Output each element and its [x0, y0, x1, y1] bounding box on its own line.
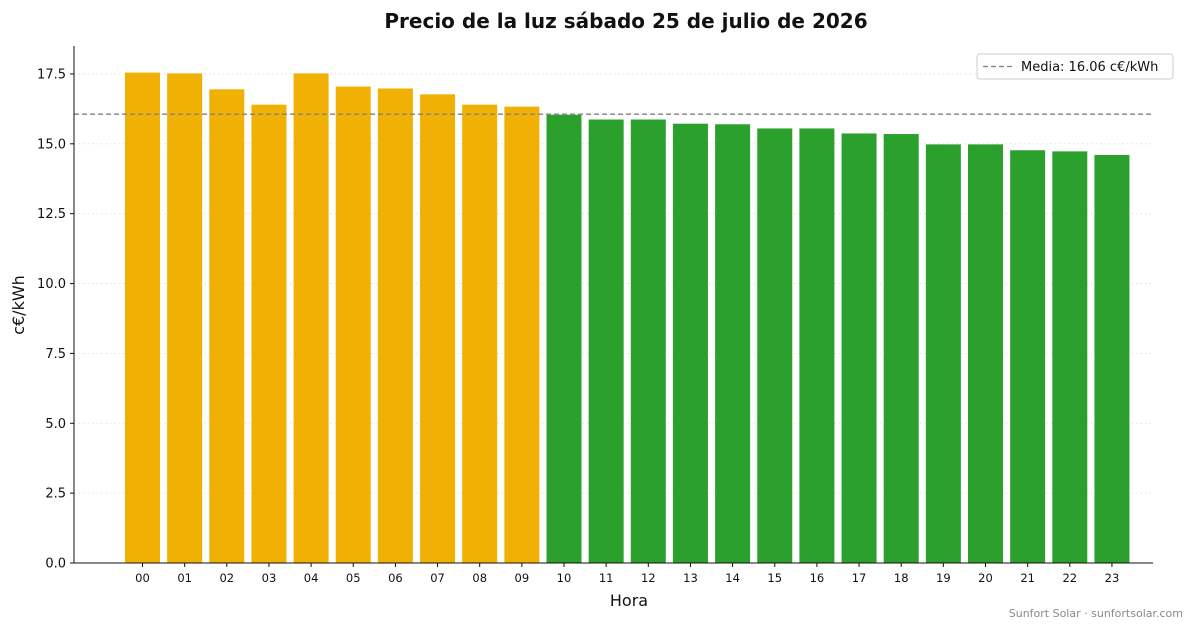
bar-hour-12 [630, 119, 666, 564]
chart-title: Precio de la luz sábado 25 de julio de 2… [384, 9, 867, 33]
legend-box [976, 53, 1174, 80]
bar-hour-10 [546, 114, 582, 564]
bars-group [125, 72, 1130, 564]
x-tick-label: 16 [810, 571, 825, 585]
legend-mean-label: Media: 16.06 c€/kWh [1021, 60, 1158, 75]
bar-hour-20 [968, 144, 1003, 563]
bar-hour-02 [209, 89, 245, 563]
bar-hour-15 [757, 128, 793, 563]
y-axis-label: c€/kWh [9, 275, 28, 335]
x-tick-label: 10 [557, 571, 572, 585]
bar-hour-09 [504, 106, 540, 563]
y-ticks: 0.0 2.5 5.0 7.5 10.0 12.5 15.0 17.5 [37, 67, 74, 572]
bar-hour-04 [293, 73, 329, 563]
legend: Media: 16.06 c€/kWh [976, 53, 1174, 80]
bar-hour-06 [377, 88, 413, 563]
bar-hour-13 [672, 123, 708, 563]
bar-hour-22 [1052, 151, 1088, 564]
x-tick-label: 18 [894, 571, 909, 585]
x-tick-label: 09 [515, 571, 530, 585]
bar-hour-03 [251, 104, 287, 563]
bar-hour-16 [799, 128, 835, 563]
y-tick-label: 17.5 [37, 67, 66, 82]
bar-hour-21 [1010, 150, 1046, 563]
x-tick-label: 08 [472, 571, 487, 585]
x-tick-label: 07 [430, 571, 445, 585]
x-tick-label: 02 [219, 571, 234, 585]
bar-hour-00 [125, 72, 160, 563]
bar-hour-11 [588, 119, 624, 564]
x-tick-label: 03 [262, 571, 277, 585]
x-tick-label: 13 [683, 571, 698, 585]
y-tick-label: 12.5 [37, 207, 66, 222]
y-tick-label: 7.5 [45, 347, 66, 362]
x-tick-label: 06 [388, 571, 403, 585]
bar-hour-08 [462, 104, 498, 563]
x-tick-label: 22 [1062, 571, 1077, 585]
x-tick-label: 14 [725, 571, 740, 585]
x-tick-label: 15 [767, 571, 782, 585]
x-tick-label: 04 [304, 571, 319, 585]
y-tick-label: 15.0 [37, 137, 66, 152]
bar-hour-19 [925, 144, 961, 563]
y-tick-label: 5.0 [45, 417, 66, 432]
x-tick-label: 05 [346, 571, 361, 585]
x-tick-label: 17 [852, 571, 867, 585]
x-tick-label: 21 [1020, 571, 1035, 585]
bar-hour-14 [715, 124, 751, 563]
bar-hour-07 [420, 94, 456, 563]
bar-hour-05 [335, 86, 371, 564]
x-tick-label: 12 [641, 571, 656, 585]
x-ticks: 00 01 02 03 04 05 06 07 08 09 10 11 12 13 14 15 16 17 18 19… [135, 563, 1119, 585]
footer-credit: Sunfort Solar · sunfortsolar.com [1009, 607, 1183, 620]
y-tick-label: 0.0 [45, 557, 66, 572]
bar-hour-18 [883, 134, 919, 563]
bar-hour-23 [1094, 154, 1130, 563]
bar-hour-01 [167, 73, 203, 563]
x-tick-label: 20 [978, 571, 993, 585]
x-tick-label: 23 [1105, 571, 1120, 585]
axes [73, 46, 1153, 564]
y-tick-label: 10.0 [37, 277, 66, 292]
x-tick-label: 19 [936, 571, 951, 585]
y-tick-label: 2.5 [45, 487, 66, 502]
x-tick-label: 01 [177, 571, 192, 585]
x-axis-label: Hora [610, 591, 648, 610]
x-tick-label: 11 [599, 571, 614, 585]
x-tick-label: 00 [135, 571, 150, 585]
bar-hour-17 [841, 133, 877, 563]
